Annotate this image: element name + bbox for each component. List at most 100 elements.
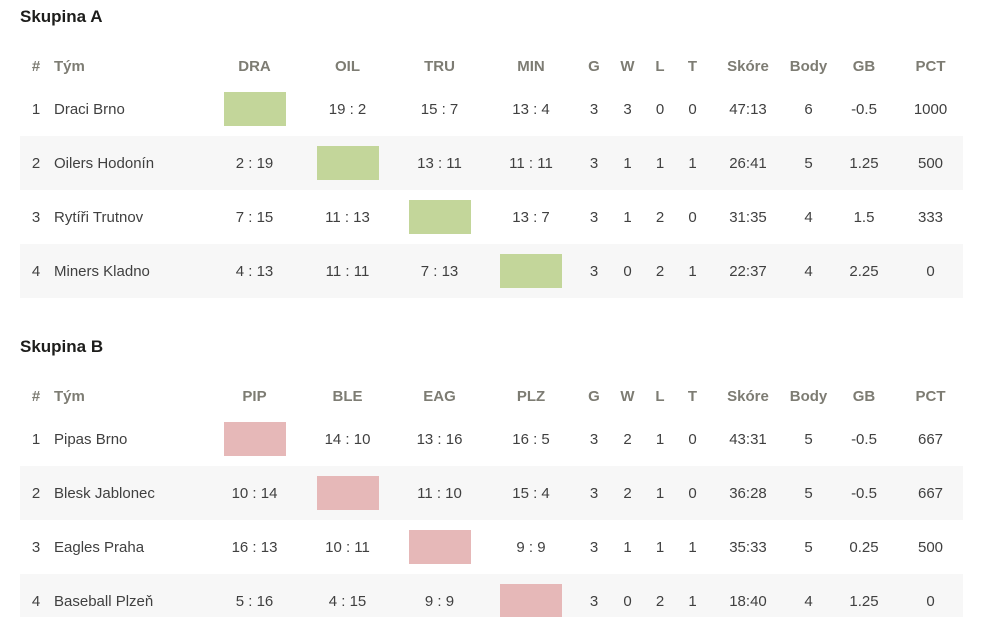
games-cell: 3 (589, 208, 599, 226)
ties-cell: 1 (688, 154, 697, 172)
head-to-head-score-cell: 16 : 5 (512, 430, 550, 448)
points-cell: 4 (804, 592, 813, 610)
column-header-plz: PLZ (516, 388, 546, 405)
pct-cell: 333 (917, 208, 944, 226)
losses-cell: 1 (655, 484, 665, 502)
standings-row: 2 Oilers Hodonín 2 : 19 13 : 11 11 : 11 3 1 1 1 2… (20, 136, 963, 190)
head-to-head-score-cell: 2 : 19 (235, 154, 274, 172)
standings-row: 1 Draci Brno 19 : 2 15 : 7 13 : 4 3 3 0 0 47:13 6 -… (20, 82, 963, 136)
ties-cell: 1 (688, 538, 697, 556)
wins-cell: 2 (623, 430, 632, 448)
points-cell: 4 (804, 262, 813, 280)
self-match-block (316, 146, 379, 180)
column-header-min: MIN (517, 58, 545, 75)
group-b-section: Skupina B # Tým PIP BLE EAG PLZ G W L T Skóre Body G… (20, 337, 963, 617)
team-name-cell: Miners Kladno (54, 262, 150, 280)
head-to-head-score-cell: 10 : 14 (231, 484, 278, 502)
ties-cell: 0 (688, 484, 697, 502)
losses-cell: 0 (655, 100, 665, 118)
losses-cell: 2 (655, 592, 665, 610)
games-cell: 3 (589, 592, 599, 610)
head-to-head-score-cell: 11 : 10 (417, 484, 462, 502)
rank-cell: 2 (31, 154, 41, 172)
column-header-score: Skóre (727, 58, 769, 75)
head-to-head-score-cell: 9 : 9 (424, 592, 455, 610)
pct-cell: 0 (926, 262, 935, 280)
group-a-standings-table: # Tým DRA OIL TRU MIN G W L T Skóre Body GB PCT 1 Drac… (20, 27, 963, 298)
self-match-block (408, 530, 471, 564)
gb-cell: 1.25 (849, 154, 879, 172)
wins-cell: 3 (623, 100, 632, 118)
self-match-cell (301, 136, 394, 190)
group-a-title: Skupina A (20, 7, 103, 26)
head-to-head-score-cell: 14 : 10 (324, 430, 371, 448)
gb-cell: 2.25 (849, 262, 879, 280)
ties-cell: 1 (688, 262, 697, 280)
gb-cell: 1.25 (849, 592, 879, 610)
self-match-block (500, 254, 562, 288)
gb-cell: 0.25 (849, 538, 879, 556)
header-row: # Tým PIP BLE EAG PLZ G W L T Skóre Body GB PCT (20, 357, 963, 412)
rank-cell: 2 (31, 484, 41, 502)
column-header-losses: L (655, 388, 665, 405)
head-to-head-score-cell: 7 : 15 (235, 208, 274, 226)
column-header-points: Body (789, 58, 828, 75)
column-header-team: Tým (54, 58, 85, 75)
column-header-ble: BLE (332, 388, 363, 405)
column-header-pct: PCT (915, 58, 946, 75)
head-to-head-score-cell: 13 : 7 (512, 208, 550, 226)
column-header-wins: W (620, 58, 635, 75)
group-b-title: Skupina B (20, 337, 104, 356)
header-row: # Tým DRA OIL TRU MIN G W L T Skóre Body GB PCT (20, 27, 963, 82)
score-cell: 35:33 (729, 538, 767, 556)
standings-row: 3 Rytíři Trutnov 7 : 15 11 : 13 13 : 7 3 1 2 0 31… (20, 190, 963, 244)
self-match-block (223, 92, 286, 126)
rank-cell: 3 (31, 208, 41, 226)
self-match-cell (394, 190, 485, 244)
column-header-dra: DRA (238, 58, 271, 75)
gb-cell: 1.5 (853, 208, 875, 226)
column-header-games: G (588, 58, 600, 75)
points-cell: 5 (804, 430, 813, 448)
self-match-block (500, 584, 562, 617)
wins-cell: 1 (623, 208, 632, 226)
self-match-cell (208, 82, 301, 136)
rank-cell: 3 (31, 538, 41, 556)
pct-cell: 1000 (913, 100, 948, 118)
standings-row: 1 Pipas Brno 14 : 10 13 : 16 16 : 5 3 2 1 0 43:31… (20, 412, 963, 466)
head-to-head-score-cell: 9 : 9 (516, 538, 546, 556)
score-cell: 47:13 (729, 100, 767, 118)
column-header-pip: PIP (242, 388, 267, 405)
points-cell: 4 (804, 208, 813, 226)
pct-cell: 500 (917, 538, 944, 556)
score-cell: 22:37 (729, 262, 767, 280)
pct-cell: 667 (917, 484, 944, 502)
pct-cell: 667 (917, 430, 944, 448)
head-to-head-score-cell: 13 : 11 (417, 154, 462, 172)
score-cell: 26:41 (729, 154, 767, 172)
head-to-head-score-cell: 11 : 11 (509, 154, 553, 172)
self-match-block (223, 422, 286, 456)
standings-row: 4 Miners Kladno 4 : 13 11 : 11 7 : 13 3 0 2 1 22:… (20, 244, 963, 298)
ties-cell: 1 (688, 592, 697, 610)
self-match-cell (485, 574, 577, 617)
wins-cell: 0 (623, 262, 632, 280)
pct-cell: 0 (926, 592, 935, 610)
column-header-ties: T (687, 58, 698, 75)
standings-row: 4 Baseball Plzeň 5 : 16 4 : 15 9 : 9 3 0 2 1 18:4… (20, 574, 963, 617)
points-cell: 5 (804, 484, 813, 502)
ties-cell: 0 (688, 208, 697, 226)
self-match-cell (301, 466, 394, 520)
self-match-cell (394, 520, 485, 574)
games-cell: 3 (589, 430, 599, 448)
team-name-cell: Eagles Praha (54, 538, 145, 556)
head-to-head-score-cell: 11 : 11 (325, 262, 370, 280)
score-cell: 18:40 (729, 592, 767, 610)
losses-cell: 1 (655, 430, 665, 448)
wins-cell: 1 (623, 154, 632, 172)
column-header-score: Skóre (727, 388, 769, 405)
ties-cell: 0 (688, 100, 697, 118)
column-header-team: Tým (54, 388, 85, 405)
team-name-cell: Draci Brno (54, 100, 125, 118)
